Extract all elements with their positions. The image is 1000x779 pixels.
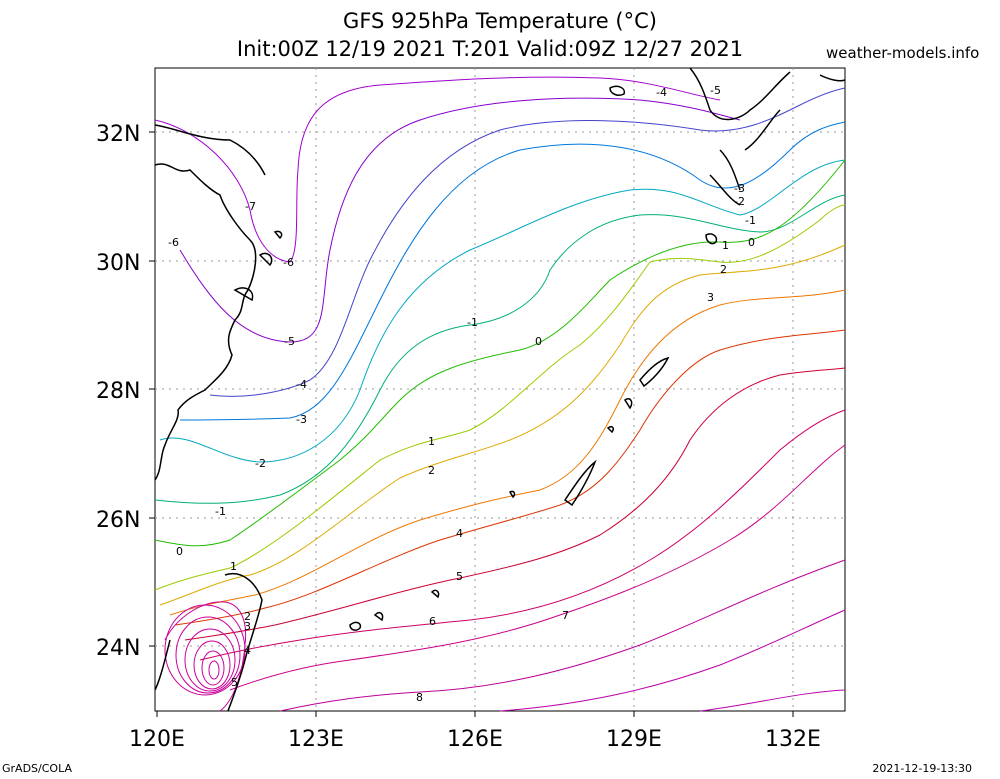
contour-label: -4 bbox=[656, 86, 667, 99]
contour-label: -2 bbox=[734, 195, 745, 208]
tick-marks bbox=[149, 131, 794, 717]
island-tanegashima bbox=[705, 233, 718, 245]
contour-line bbox=[154, 204, 846, 591]
contour-label: 0 bbox=[748, 236, 755, 249]
island-cluster bbox=[233, 230, 283, 302]
contour-line bbox=[184, 367, 846, 641]
contour-label: 0 bbox=[535, 335, 542, 348]
contour-label: -4 bbox=[296, 378, 307, 391]
contour-label: -1 bbox=[467, 316, 478, 329]
contour-line bbox=[499, 609, 846, 712]
lon-tick-label: 126E bbox=[447, 727, 503, 752]
contour-line bbox=[154, 194, 846, 504]
contour-line bbox=[279, 559, 846, 712]
contour-label: -5 bbox=[710, 84, 721, 97]
contour-label: -7 bbox=[245, 200, 256, 213]
island-jeju bbox=[609, 85, 626, 96]
island-small bbox=[430, 397, 633, 599]
coast-korea-japan bbox=[689, 67, 846, 191]
island-okinawa bbox=[563, 459, 597, 507]
contour-lines bbox=[154, 76, 846, 712]
contour-label: 2 bbox=[428, 464, 435, 477]
contour-label: -6 bbox=[168, 236, 179, 249]
contour-label: 3 bbox=[707, 291, 714, 304]
contour-label: 2 bbox=[720, 263, 727, 276]
lat-tick-label: 30N bbox=[96, 251, 140, 276]
island-miyako bbox=[349, 612, 384, 631]
lon-tick-label: 123E bbox=[288, 727, 344, 752]
contour-label: -3 bbox=[296, 413, 307, 426]
contour-label: 5 bbox=[231, 676, 238, 689]
coast-china bbox=[154, 163, 257, 481]
contour-line bbox=[154, 159, 846, 547]
contour-label: 1 bbox=[722, 239, 729, 252]
contour-label: -1 bbox=[745, 214, 756, 227]
coast-taiwan bbox=[154, 573, 263, 712]
contour-label: -2 bbox=[255, 457, 266, 470]
contour-line bbox=[199, 409, 846, 661]
footer-timestamp: 2021-12-19-13:30 bbox=[872, 762, 972, 775]
contour-line bbox=[179, 97, 741, 343]
lon-tick-label: 129E bbox=[606, 727, 662, 752]
contour-line bbox=[174, 329, 846, 626]
contour-label: 0 bbox=[176, 545, 183, 558]
contour-label: 8 bbox=[416, 691, 423, 704]
contour-line bbox=[154, 76, 721, 263]
island-amami bbox=[639, 356, 670, 388]
contour-line bbox=[159, 244, 846, 606]
contour-label: 3 bbox=[244, 620, 251, 633]
lat-tick-label: 26N bbox=[96, 508, 140, 533]
contour-line bbox=[169, 289, 846, 616]
contour-label: 1 bbox=[230, 560, 237, 573]
contour-label: -6 bbox=[283, 256, 294, 269]
contour-label: 7 bbox=[562, 609, 569, 622]
coast-china-north bbox=[154, 124, 266, 176]
lat-tick-label: 32N bbox=[96, 122, 140, 147]
contour-label: 4 bbox=[244, 644, 251, 657]
contour-line bbox=[179, 121, 846, 421]
contour-label: 2 bbox=[244, 610, 251, 623]
contour-labels: -7 -6 -6 -5 -5 -4 -4 -3 -3 -2 -2 -1 -1 -… bbox=[168, 84, 756, 704]
contour-label: 4 bbox=[456, 527, 463, 540]
contour-label: -1 bbox=[215, 505, 226, 518]
contour-label: -3 bbox=[734, 182, 745, 195]
lon-tick-label: 132E bbox=[765, 727, 821, 752]
map-subtitle: Init:00Z 12/19 2021 T:201 Valid:09Z 12/2… bbox=[236, 37, 744, 61]
contour-label: 6 bbox=[429, 615, 436, 628]
footer-software-credit: GrADS/COLA bbox=[2, 762, 72, 775]
coastlines bbox=[154, 67, 846, 712]
contour-line bbox=[159, 159, 846, 463]
contour-line bbox=[229, 444, 846, 691]
grid-lines bbox=[155, 68, 845, 711]
map-title: GFS 925hPa Temperature (°C) bbox=[343, 9, 657, 33]
contour-label: -5 bbox=[284, 335, 295, 348]
lon-tick-label: 120E bbox=[129, 727, 185, 752]
contour-label: 1 bbox=[428, 435, 435, 448]
lat-tick-label: 28N bbox=[96, 379, 140, 404]
contour-line bbox=[209, 87, 846, 397]
site-credit: weather-models.info bbox=[826, 44, 980, 62]
contour-label: 5 bbox=[456, 570, 463, 583]
contour-line bbox=[699, 689, 846, 712]
coast-kyushu bbox=[709, 109, 781, 206]
lat-tick-label: 24N bbox=[96, 636, 140, 661]
